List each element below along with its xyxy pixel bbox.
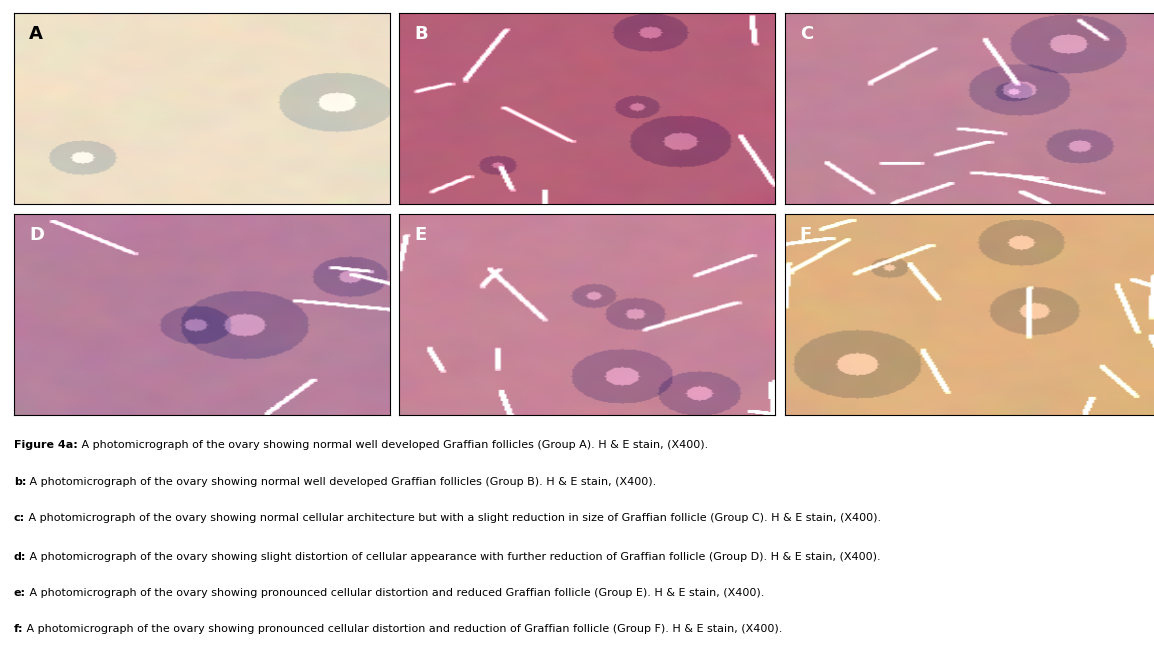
Text: A photomicrograph of the ovary showing normal cellular architecture but with a s: A photomicrograph of the ovary showing n… [25, 513, 882, 523]
Text: d:: d: [14, 551, 27, 561]
Text: A photomicrograph of the ovary showing normal well developed Graffian follicles : A photomicrograph of the ovary showing n… [27, 476, 657, 487]
Text: A photomicrograph of the ovary showing slight distortion of cellular appearance : A photomicrograph of the ovary showing s… [27, 551, 881, 561]
Text: F: F [800, 226, 812, 244]
Text: E: E [414, 226, 427, 244]
Text: D: D [29, 226, 44, 244]
Text: A photomicrograph of the ovary showing pronounced cellular distortion and reduct: A photomicrograph of the ovary showing p… [23, 624, 782, 634]
Text: C: C [800, 24, 814, 43]
Text: Figure 4a:: Figure 4a: [14, 440, 77, 450]
Text: c:: c: [14, 513, 25, 523]
Text: b:: b: [14, 476, 27, 487]
Text: A photomicrograph of the ovary showing normal well developed Graffian follicles : A photomicrograph of the ovary showing n… [77, 440, 707, 450]
Text: A: A [29, 24, 43, 43]
Text: e:: e: [14, 588, 25, 598]
Text: f:: f: [14, 624, 23, 634]
Text: A photomicrograph of the ovary showing pronounced cellular distortion and reduce: A photomicrograph of the ovary showing p… [25, 588, 764, 598]
Text: B: B [414, 24, 428, 43]
